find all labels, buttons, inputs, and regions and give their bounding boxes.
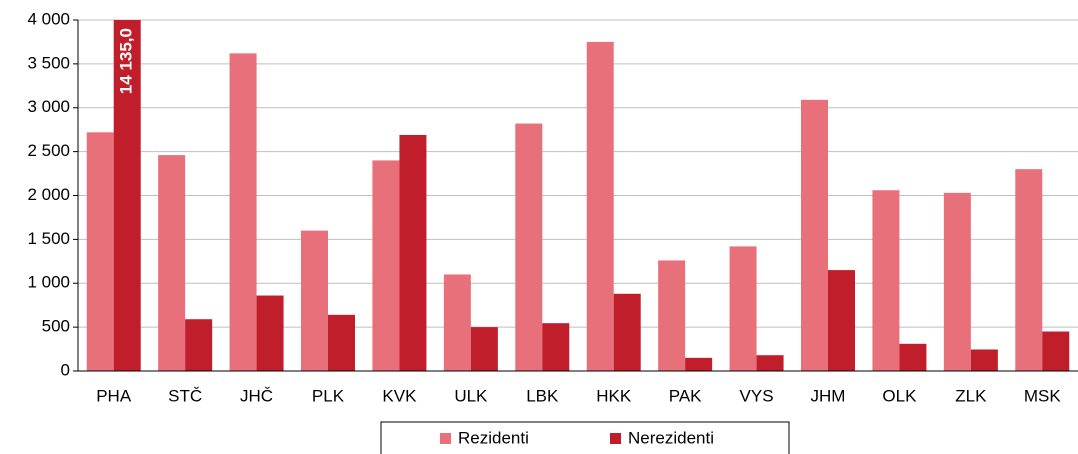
data-label: 14 135,0 bbox=[117, 28, 136, 94]
bar bbox=[158, 155, 186, 371]
bar bbox=[328, 314, 355, 371]
bar bbox=[443, 274, 471, 371]
x-tick-label: OLK bbox=[882, 386, 917, 405]
bar bbox=[1015, 169, 1043, 371]
x-tick-label: VYS bbox=[740, 386, 774, 405]
y-tick-label: 3 500 bbox=[27, 53, 70, 72]
plot-area bbox=[86, 20, 1070, 371]
x-tick-label: ULK bbox=[454, 386, 488, 405]
bar bbox=[185, 319, 213, 371]
x-tick-label: PAK bbox=[669, 386, 702, 405]
x-tick-label: PHA bbox=[96, 386, 132, 405]
legend-swatch bbox=[610, 433, 621, 444]
x-tick-label: MSK bbox=[1024, 386, 1062, 405]
bar bbox=[685, 357, 713, 371]
y-tick-label: 2 500 bbox=[27, 141, 70, 160]
bar bbox=[301, 230, 328, 371]
x-tick-label: JHM bbox=[811, 386, 846, 405]
bar bbox=[113, 20, 141, 371]
bar bbox=[372, 160, 400, 371]
x-tick-label: KVK bbox=[382, 386, 417, 405]
legend-swatch bbox=[440, 433, 451, 444]
bar bbox=[229, 53, 257, 371]
y-tick-label: 1 500 bbox=[27, 229, 70, 248]
bar bbox=[970, 349, 998, 371]
bar bbox=[658, 260, 686, 371]
y-tick-label: 500 bbox=[42, 317, 70, 336]
bar bbox=[828, 270, 855, 371]
y-tick-label: 2 000 bbox=[27, 185, 70, 204]
bar bbox=[86, 132, 114, 371]
y-tick-label: 4 000 bbox=[27, 9, 70, 28]
bar bbox=[1042, 331, 1070, 371]
bar bbox=[399, 134, 427, 371]
bar bbox=[470, 327, 498, 371]
legend-label: Nerezidenti bbox=[628, 428, 714, 447]
x-tick-label: JHČ bbox=[240, 386, 273, 405]
x-tick-label: PLK bbox=[312, 386, 345, 405]
bar bbox=[943, 192, 971, 371]
bar bbox=[613, 293, 641, 371]
bar bbox=[756, 355, 784, 371]
bar bbox=[801, 99, 828, 371]
bar bbox=[872, 190, 900, 371]
x-tick-label: HKK bbox=[596, 386, 632, 405]
bar bbox=[542, 323, 570, 371]
bar bbox=[256, 295, 284, 371]
x-tick-label: LBK bbox=[526, 386, 559, 405]
y-tick-label: 3 000 bbox=[27, 97, 70, 116]
y-tick-label: 1 000 bbox=[27, 273, 70, 292]
x-tick-label: ZLK bbox=[955, 386, 987, 405]
bar bbox=[515, 123, 543, 371]
y-tick-label: 0 bbox=[61, 360, 70, 379]
legend-label: Rezidenti bbox=[458, 428, 529, 447]
bar bbox=[899, 343, 927, 371]
bar bbox=[729, 246, 757, 371]
x-tick-label: STČ bbox=[168, 386, 202, 405]
bar bbox=[586, 41, 614, 371]
